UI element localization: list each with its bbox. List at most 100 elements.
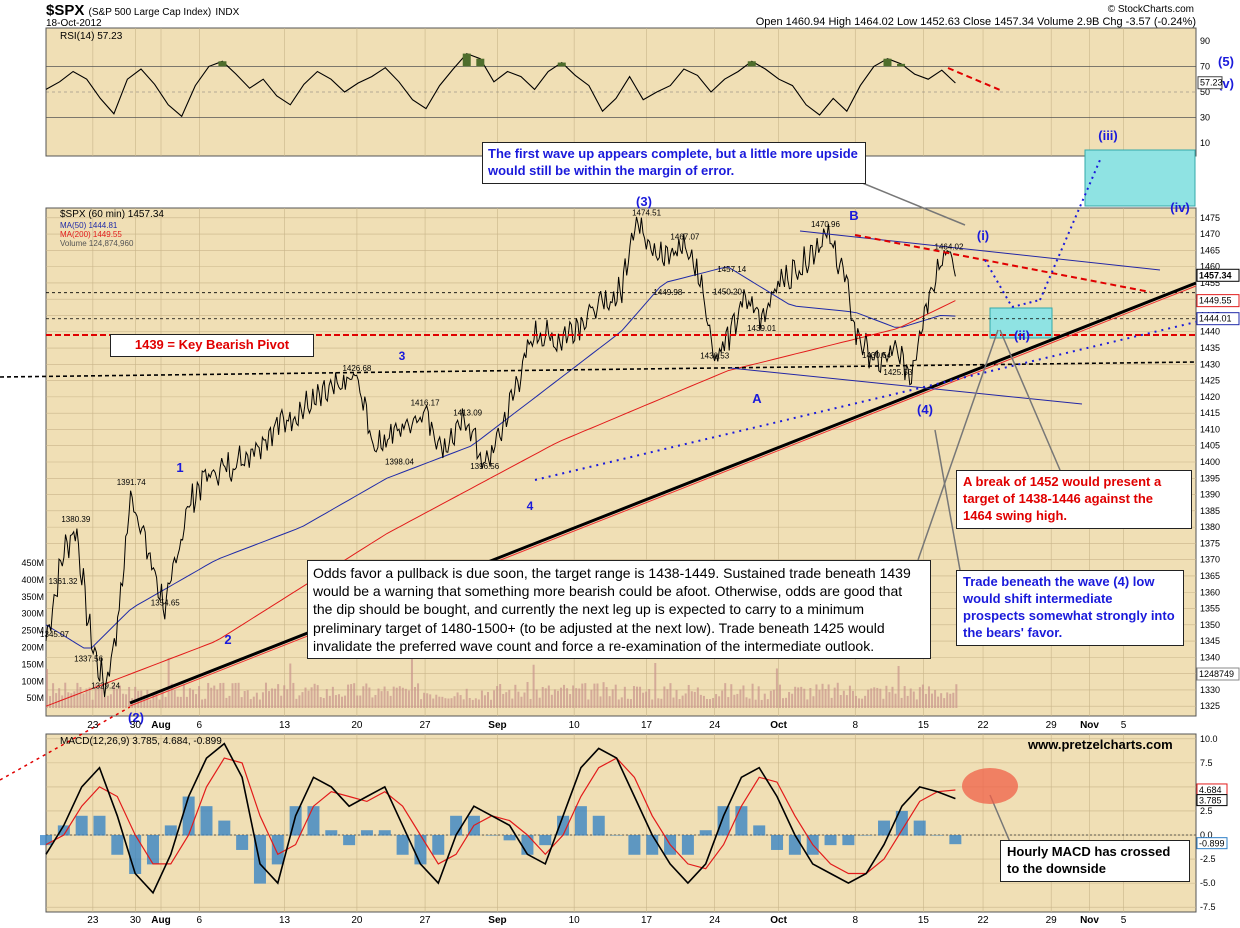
price-tick-label: 1410 <box>1200 424 1220 434</box>
upper-channel-line <box>799 230 1161 271</box>
volume-bar <box>514 684 517 708</box>
volume-bar <box>444 698 447 708</box>
macd-histogram-bar <box>271 835 284 865</box>
volume-bar <box>49 696 52 708</box>
macd-x-tick-label: 22 <box>977 915 989 926</box>
volume-bar <box>164 696 167 708</box>
macd-tick-label: -2.5 <box>1200 854 1216 864</box>
macd-x-tick-label: Sep <box>488 915 506 926</box>
volume-bar <box>237 682 240 708</box>
volume-bar <box>471 699 474 708</box>
annotation-outlook: Odds favor a pullback is due soon, the t… <box>307 560 931 659</box>
volume-bar <box>468 698 471 708</box>
price-label: 1464.02 <box>935 243 964 252</box>
macd-tick-label: 0.0 <box>1200 830 1213 840</box>
annotation-first-wave: The first wave up appears complete, but … <box>482 142 866 184</box>
volume-bar <box>407 690 410 708</box>
volume-bar <box>535 689 538 708</box>
volume-bar <box>319 697 322 708</box>
volume-bar <box>316 685 319 708</box>
volume-bar <box>70 693 73 708</box>
macd-histogram-bar <box>592 815 605 836</box>
macd-histogram-bar <box>57 825 70 836</box>
volume-bar <box>61 695 64 708</box>
macd-value-box <box>1196 794 1228 807</box>
volume-bar <box>705 698 708 708</box>
macd-histogram-bar <box>40 835 52 846</box>
wave-label: 3 <box>399 349 406 363</box>
volume-bar <box>590 689 593 708</box>
macd-histogram-bar <box>717 806 730 836</box>
volume-bar <box>155 694 158 708</box>
volume-bar <box>392 686 395 708</box>
rsi-tick-label: 90 <box>1200 36 1210 46</box>
volume-bar <box>864 695 867 708</box>
volume-bar <box>690 691 693 708</box>
volume-bar <box>614 684 617 708</box>
macd-histogram-bar <box>307 806 320 836</box>
volume-bar <box>480 690 483 708</box>
price-label: 1398.04 <box>385 457 414 466</box>
volume-bar <box>368 687 371 708</box>
price-x-tick-label: 13 <box>279 720 291 731</box>
volume-bar <box>55 693 58 708</box>
macd-histogram-bar <box>574 806 587 836</box>
macd-histogram-bar <box>325 830 338 836</box>
volume-bar <box>207 682 210 708</box>
exchange: INDX <box>215 7 240 18</box>
volume-bar <box>201 699 204 708</box>
price-label: 1413.09 <box>453 408 482 417</box>
volume-bar <box>915 699 918 708</box>
volume-bar <box>824 689 827 708</box>
volume-bar <box>79 687 82 708</box>
volume-bar <box>809 688 812 708</box>
price-tick-label: 1400 <box>1200 457 1220 467</box>
macd-histogram-bar <box>610 835 623 836</box>
volume-bar <box>882 698 885 708</box>
volume-bar <box>924 693 927 708</box>
volume-bar <box>283 685 286 708</box>
macd-histogram-bar <box>164 825 177 836</box>
volume-bar <box>712 697 715 708</box>
volume-bar <box>639 686 642 708</box>
volume-bar <box>657 698 660 708</box>
macd-histogram-bar <box>414 835 427 865</box>
volume-bar <box>161 691 164 708</box>
volume-bar <box>578 688 581 708</box>
macd-histogram-bar <box>146 835 159 865</box>
volume-bar <box>663 686 666 708</box>
price-tick-label: 1365 <box>1200 571 1220 581</box>
volume-bar <box>198 686 201 708</box>
wave-label: (iv) <box>1170 200 1190 215</box>
price-tick-label: 1440 <box>1200 327 1220 337</box>
macd-tick-label: 10.0 <box>1200 734 1218 744</box>
rsi-tick-label: 30 <box>1200 113 1210 123</box>
price-tick-label: 1390 <box>1200 490 1220 500</box>
callout-pointer-2 <box>999 329 1061 471</box>
macd-x-tick-label: 5 <box>1121 915 1127 926</box>
volume-bar <box>888 692 891 708</box>
volume-bar <box>678 699 681 708</box>
rsi-tick-label: 70 <box>1200 61 1210 71</box>
wave-label: (4) <box>917 402 933 417</box>
macd-histogram-bar <box>860 835 873 836</box>
volume-bar <box>891 686 894 708</box>
price-tick-label: 1360 <box>1200 587 1220 597</box>
volume-bar <box>781 698 784 708</box>
volume-bar <box>858 698 861 708</box>
volume-tick-label: 350M <box>21 592 44 602</box>
volume-bar <box>432 698 435 708</box>
right-value-box <box>1196 294 1240 308</box>
macd-x-tick-label: 10 <box>569 915 581 926</box>
price-x-tick-label: 5 <box>1121 720 1127 731</box>
price-label: 1439.01 <box>747 324 776 333</box>
volume-bar <box>593 683 596 708</box>
volume-bar <box>851 690 854 708</box>
volume-bar <box>216 689 219 708</box>
macd-histogram-bar <box>485 835 498 836</box>
volume-bar <box>94 683 97 708</box>
volume-bar <box>845 695 848 708</box>
volume-bar <box>222 682 225 708</box>
volume-bar <box>791 693 794 708</box>
macd-tick-label: 2.5 <box>1200 806 1213 816</box>
